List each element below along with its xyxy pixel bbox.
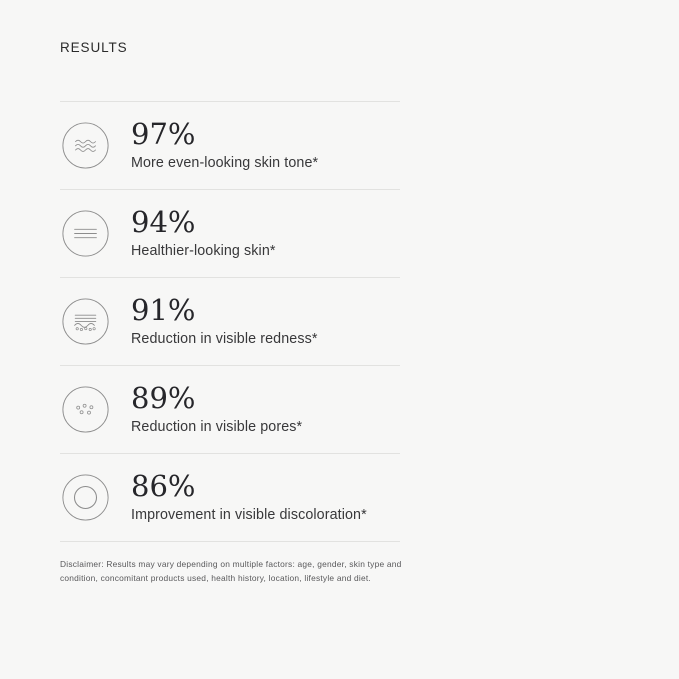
horizontal-lines-icon <box>62 210 109 257</box>
results-list: 97% More even-looking skin tone* 94% Hea… <box>60 101 400 542</box>
list-item: 97% More even-looking skin tone* <box>60 102 400 189</box>
list-item: 89% Reduction in visible pores* <box>60 366 400 453</box>
concentric-circles-icon <box>62 474 109 521</box>
list-item: 94% Healthier-looking skin* <box>60 190 400 277</box>
divider <box>60 541 400 542</box>
list-item-text: 94% Healthier-looking skin* <box>131 207 276 260</box>
scattered-dots-icon <box>62 386 109 433</box>
lines-over-dots-icon <box>62 298 109 345</box>
stat-label: Reduction in visible redness* <box>131 331 318 347</box>
stat-label: Improvement in visible discoloration* <box>131 507 367 523</box>
divider <box>60 365 400 366</box>
divider <box>60 189 400 190</box>
divider <box>60 277 400 278</box>
stat-percent: 94% <box>131 205 196 239</box>
divider <box>60 101 400 102</box>
list-item: 86% Improvement in visible discoloration… <box>60 454 400 541</box>
list-item-text: 89% Reduction in visible pores* <box>131 383 302 436</box>
stat-percent: 97% <box>131 117 196 151</box>
list-item-text: 86% Improvement in visible discoloration… <box>131 471 367 524</box>
stat-label: Reduction in visible pores* <box>131 419 303 435</box>
list-item-text: 91% Reduction in visible redness* <box>131 295 317 348</box>
stat-percent: 89% <box>131 381 196 415</box>
stat-percent: 86% <box>131 469 196 503</box>
wavy-lines-icon <box>62 122 109 169</box>
list-item: 91% Reduction in visible redness* <box>60 278 400 365</box>
stat-label: Healthier-looking skin* <box>131 243 276 259</box>
divider <box>60 453 400 454</box>
page-title: RESULTS <box>60 40 128 55</box>
list-item-text: 97% More even-looking skin tone* <box>131 119 318 172</box>
stat-label: More even-looking skin tone* <box>131 155 319 171</box>
disclaimer-text: Disclaimer: Results may vary depending o… <box>60 559 402 584</box>
stat-percent: 91% <box>131 293 196 327</box>
